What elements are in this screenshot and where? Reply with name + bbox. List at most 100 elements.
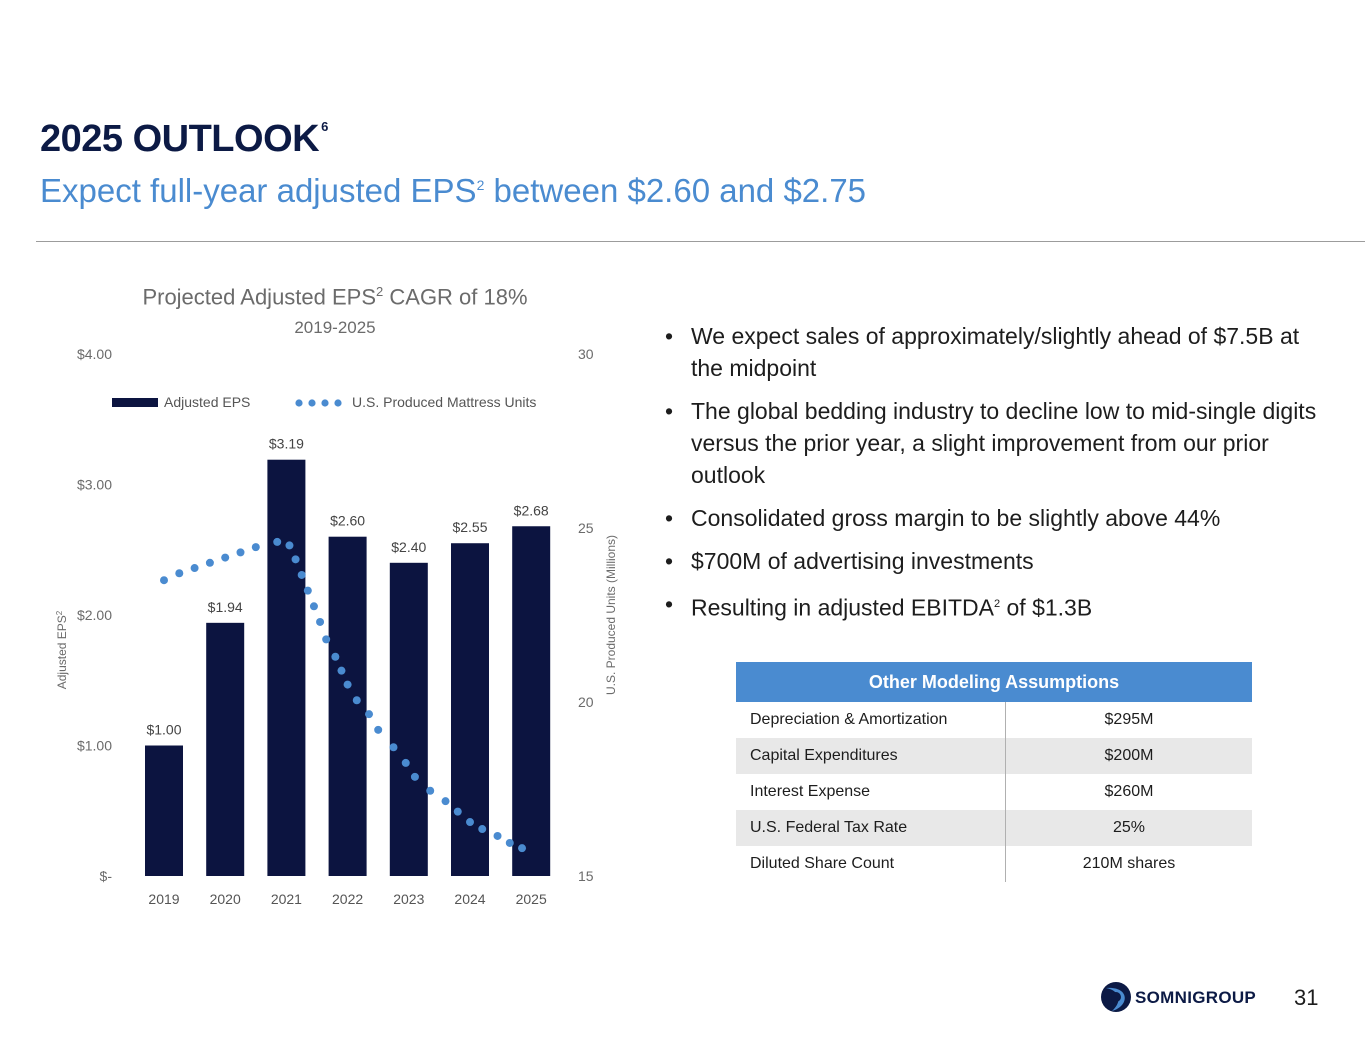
bullet-marker: • bbox=[665, 398, 674, 424]
mattress-units-point bbox=[205, 558, 214, 567]
row-label: Capital Expenditures bbox=[736, 738, 1006, 774]
bar-adjusted-eps bbox=[512, 526, 551, 876]
y-axis-title: Adjusted EPS2 bbox=[55, 610, 69, 689]
mattress-units-point bbox=[478, 825, 487, 834]
y2-tick-label: 20 bbox=[578, 694, 594, 710]
x-tick-label: 2019 bbox=[148, 891, 179, 907]
mattress-units-point bbox=[343, 680, 352, 689]
mattress-units-point bbox=[236, 548, 245, 557]
mattress-units-point bbox=[291, 555, 300, 564]
mattress-units-point bbox=[273, 537, 282, 546]
bar-data-label: $2.55 bbox=[452, 519, 487, 535]
y2-tick-label: 25 bbox=[578, 520, 594, 536]
mattress-units-point bbox=[251, 543, 260, 552]
mattress-units-point bbox=[175, 569, 184, 578]
mattress-units-point bbox=[316, 617, 325, 626]
chart-subtitle: 2019-2025 bbox=[294, 318, 376, 337]
legend-label: U.S. Produced Mattress Units bbox=[352, 394, 536, 410]
page-subtitle: Expect full-year adjusted EPS2 between $… bbox=[40, 172, 867, 209]
mattress-units-point bbox=[303, 586, 312, 595]
mattress-units-point bbox=[401, 758, 410, 767]
bar-adjusted-eps bbox=[267, 459, 306, 876]
table-row: Interest Expense $260M bbox=[736, 774, 1252, 810]
bullet-marker: • bbox=[665, 591, 674, 617]
y-tick-label: $3.00 bbox=[77, 477, 112, 493]
mattress-units-point bbox=[365, 710, 374, 719]
mattress-units-point bbox=[337, 666, 346, 675]
y2-tick-label: 15 bbox=[578, 868, 594, 884]
logo-mark-icon bbox=[1101, 982, 1131, 1012]
row-value: 210M shares bbox=[1082, 855, 1176, 872]
x-tick-label: 2020 bbox=[210, 891, 241, 907]
row-label: Diluted Share Count bbox=[736, 846, 1006, 882]
header-divider bbox=[36, 241, 1365, 242]
x-tick-label: 2024 bbox=[454, 891, 485, 907]
legend-label: Adjusted EPS bbox=[164, 394, 250, 410]
mattress-units-point bbox=[309, 602, 318, 611]
mattress-units-point bbox=[331, 652, 340, 661]
bullet-marker: • bbox=[665, 548, 674, 574]
x-tick-label: 2023 bbox=[393, 891, 424, 907]
row-value: 25% bbox=[1005, 810, 1252, 846]
outlook-bullets: • We expect sales of approximately/slight… bbox=[665, 320, 1335, 635]
legend-swatch-dot bbox=[334, 399, 342, 407]
mattress-units-point bbox=[505, 838, 514, 847]
bar-adjusted-eps bbox=[145, 745, 183, 876]
footnote-marker: 2 bbox=[994, 598, 1001, 610]
mattress-units-point bbox=[221, 553, 230, 562]
x-tick-label: 2022 bbox=[332, 891, 363, 907]
row-value: $200M bbox=[1005, 738, 1252, 774]
legend-swatch-dot bbox=[308, 399, 316, 407]
bar-adjusted-eps bbox=[328, 536, 367, 876]
mattress-units-point bbox=[374, 725, 383, 734]
y-tick-label: $1.00 bbox=[77, 738, 112, 754]
mattress-units-point bbox=[466, 818, 474, 827]
y2-tick-label: 30 bbox=[578, 346, 594, 362]
x-tick-label: 2025 bbox=[516, 891, 547, 907]
legend-swatch-dot bbox=[295, 399, 303, 407]
mattress-units-point bbox=[297, 570, 306, 579]
mattress-units-point bbox=[453, 807, 462, 816]
bullet-marker: • bbox=[665, 323, 674, 349]
legend-swatch-bar bbox=[112, 398, 158, 407]
row-label: Depreciation & Amortization bbox=[736, 702, 1006, 738]
bar-data-label: $3.19 bbox=[269, 436, 304, 452]
y-tick-label: $4.00 bbox=[77, 346, 112, 362]
bar-data-label: $2.68 bbox=[514, 502, 549, 518]
x-tick-label: 2021 bbox=[271, 891, 302, 907]
mattress-units-point bbox=[410, 772, 419, 781]
table-header: Other Modeling Assumptions bbox=[736, 662, 1252, 702]
row-value: $295M bbox=[1104, 711, 1154, 728]
eps-chart: Projected Adjusted EPS2 CAGR of 18% 2019… bbox=[40, 280, 630, 920]
mattress-units-point bbox=[160, 576, 168, 585]
mattress-units-point bbox=[352, 696, 361, 705]
chart-title: Projected Adjusted EPS2 CAGR of 18% bbox=[142, 284, 528, 310]
bullet-marker: • bbox=[665, 505, 674, 531]
mattress-units-point bbox=[389, 743, 398, 752]
bullet-item: • Consolidated gross margin to be slightl… bbox=[665, 502, 1335, 534]
bar-adjusted-eps bbox=[389, 562, 428, 876]
mattress-units-point bbox=[441, 797, 450, 806]
row-value: $260M bbox=[1104, 783, 1154, 800]
bar-data-label: $1.94 bbox=[208, 599, 243, 615]
mattress-units-point bbox=[190, 564, 199, 573]
footnote-marker: 2 bbox=[476, 177, 485, 193]
mattress-units-point bbox=[518, 844, 527, 853]
bullet-item: • $700M of advertising investments bbox=[665, 545, 1335, 577]
row-label: Interest Expense bbox=[736, 774, 1006, 810]
bar-data-label: $2.60 bbox=[330, 513, 365, 529]
bullet-item: • We expect sales of approximately/slight… bbox=[665, 320, 1335, 384]
page-title: 2025 OUTLOOK 6 bbox=[40, 118, 328, 160]
bar-data-label: $1.00 bbox=[146, 722, 181, 738]
modeling-assumptions-table: Other Modeling Assumptions Depreciation … bbox=[736, 662, 1252, 882]
table-row: Capital Expenditures $200M bbox=[736, 738, 1252, 774]
table-row: Depreciation & Amortization $295M bbox=[736, 702, 1252, 738]
company-logo: SOMNIGROUP bbox=[1100, 978, 1275, 1016]
y-tick-label: $2.00 bbox=[77, 607, 112, 623]
table-row: U.S. Federal Tax Rate 25% bbox=[736, 810, 1252, 846]
logo-text: SOMNIGROUP bbox=[1135, 988, 1257, 1007]
mattress-units-point bbox=[322, 635, 331, 644]
bar-adjusted-eps bbox=[206, 622, 245, 876]
mattress-units-point bbox=[285, 541, 294, 550]
